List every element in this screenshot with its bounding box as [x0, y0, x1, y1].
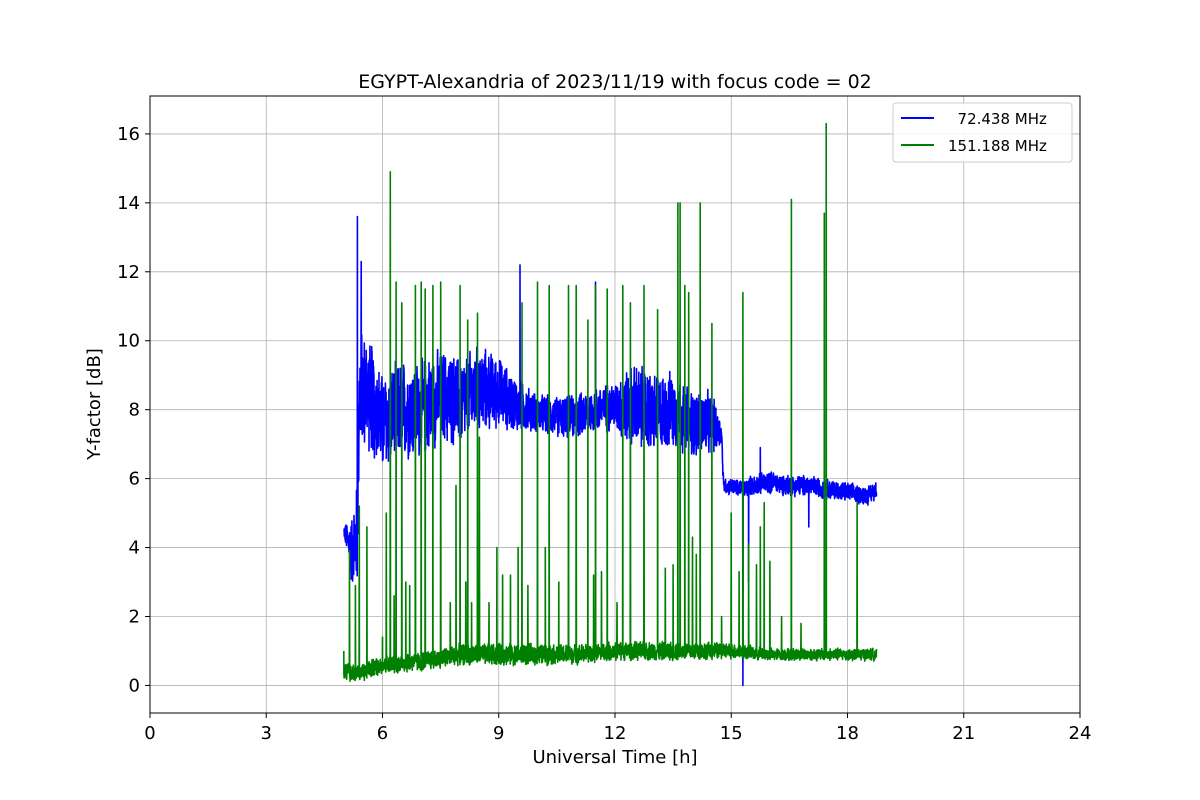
chart-title: EGYPT-Alexandria of 2023/11/19 with focu…	[358, 71, 872, 93]
x-tick-label: 0	[144, 723, 155, 744]
x-axis: 0 3 6 9 12 15 18 21 24	[144, 713, 1091, 744]
y-tick-label: 8	[129, 400, 140, 421]
y-tick-label: 2	[129, 606, 140, 627]
y-tick-label: 12	[117, 262, 140, 283]
x-axis-label: Universal Time [h]	[532, 747, 697, 768]
series-line-1	[343, 122, 878, 682]
y-tick-label: 6	[129, 469, 140, 490]
x-tick-label: 12	[604, 723, 627, 744]
x-tick-label: 24	[1069, 723, 1092, 744]
y-tick-label: 0	[129, 675, 140, 696]
legend-box	[892, 102, 1073, 163]
y-tick-label: 10	[117, 331, 140, 352]
x-tick-label: 6	[377, 723, 388, 744]
plot-area	[343, 122, 878, 687]
x-tick-label: 18	[836, 723, 859, 744]
x-tick-label: 3	[261, 723, 272, 744]
y-tick-label: 14	[117, 193, 140, 214]
y-axis: 0 2 4 6 8 10 12 14 16	[117, 124, 150, 696]
y-tick-label: 4	[129, 538, 140, 559]
legend-label-72mhz: 72.438 MHz	[948, 110, 1047, 128]
legend-label-151mhz: 151.188 MHz	[948, 137, 1047, 155]
legend: 72.438 MHz 151.188 MHz	[892, 102, 1073, 163]
x-tick-label: 9	[493, 723, 504, 744]
y-tick-label: 16	[117, 124, 140, 145]
y-axis-label: Y-factor [dB]	[84, 348, 105, 461]
x-tick-label: 15	[720, 723, 743, 744]
x-tick-label: 21	[952, 723, 975, 744]
